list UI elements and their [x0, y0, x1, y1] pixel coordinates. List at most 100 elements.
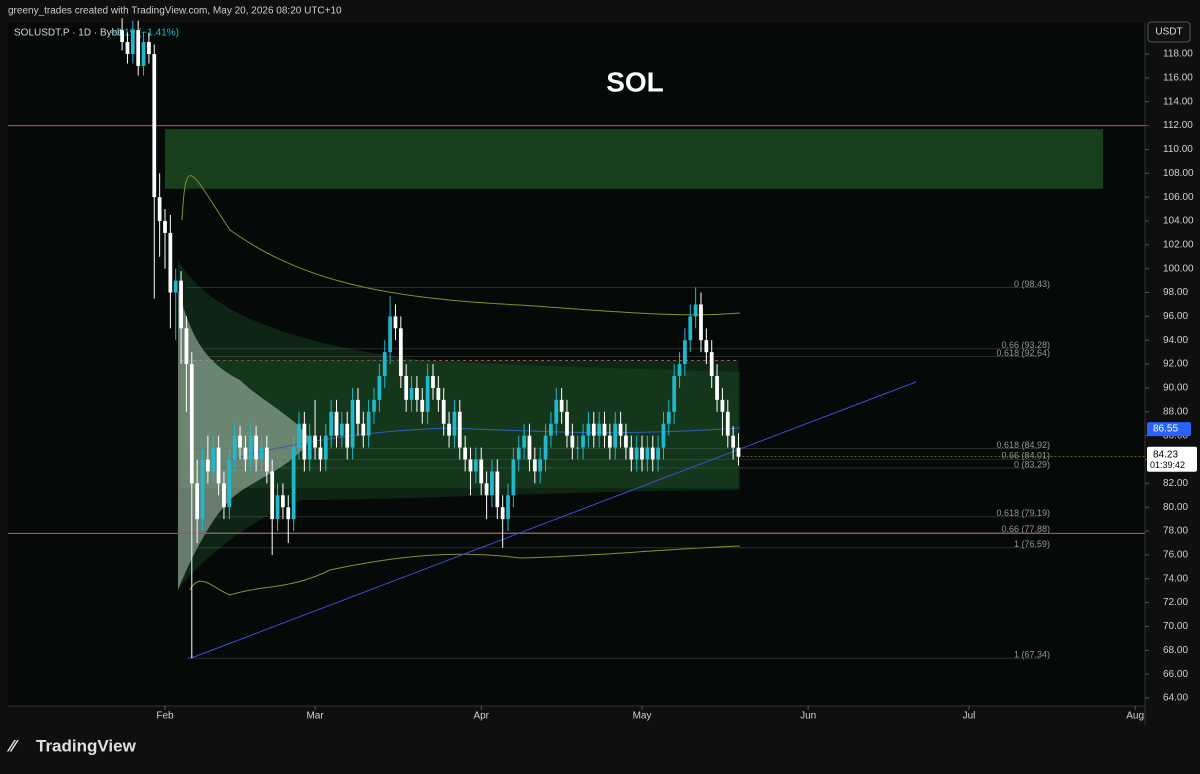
candle-body: [184, 328, 189, 365]
candle-body: [163, 220, 167, 233]
ma-price-label: 86.55: [1153, 424, 1178, 435]
candle-body: [211, 447, 216, 472]
candle-body: [506, 495, 510, 520]
candle-body: [591, 423, 596, 436]
candle-body: [479, 459, 484, 484]
y-tick-label: 90.00: [1163, 383, 1188, 394]
candle-body: [136, 30, 141, 66]
candle-body: [597, 423, 602, 436]
candle-body: [361, 423, 366, 436]
candle-body: [516, 447, 521, 460]
fib-label: 0.66 (77.88): [1001, 524, 1050, 534]
candle-body: [388, 316, 392, 353]
candle-body: [436, 387, 441, 400]
candle-body: [661, 423, 666, 448]
fib-label: 1 (76.59): [1014, 539, 1050, 549]
y-tick-label: 102.00: [1163, 239, 1194, 250]
candle-body: [495, 471, 500, 508]
candle-body: [634, 447, 639, 460]
candle-body: [511, 459, 516, 496]
candle-body: [195, 483, 200, 520]
candle-body: [607, 435, 612, 448]
candle-body: [227, 459, 232, 508]
candle-body: [313, 435, 317, 448]
candle-body: [683, 340, 687, 365]
candle-body: [329, 411, 334, 436]
candle-body: [693, 304, 698, 317]
ma-price-box: [1147, 422, 1191, 437]
fib-label: 0.66 (93.28): [1001, 340, 1050, 350]
candle-body: [179, 280, 183, 329]
y-tick-label: 78.00: [1163, 526, 1188, 537]
fib-label: 0.618 (92.64): [996, 348, 1050, 358]
candle-body: [318, 447, 323, 460]
candle-body: [216, 447, 221, 484]
candle-body: [130, 30, 135, 55]
candle-body: [409, 387, 414, 400]
candle-body: [484, 483, 489, 496]
candle-body: [715, 376, 719, 400]
candle-body: [120, 30, 124, 43]
candle-body: [425, 376, 430, 412]
candle-body: [345, 423, 350, 448]
y-tick-label: 66.00: [1163, 669, 1188, 680]
vwap-band: [189, 545, 741, 596]
y-tick-label: 96.00: [1163, 311, 1188, 322]
currency: USDT: [1155, 27, 1182, 38]
candle-body: [452, 411, 457, 436]
x-tick-label: Feb: [156, 711, 174, 722]
y-tick-label: 110.00: [1163, 144, 1193, 155]
candle-body: [372, 399, 376, 412]
candle-body: [522, 435, 526, 448]
y-tick-label: 82.00: [1163, 478, 1188, 489]
fib-label: 0.618 (84.92): [996, 440, 1050, 450]
candle-body: [147, 42, 151, 55]
candle-body: [468, 459, 473, 472]
candle-body: [420, 399, 425, 412]
candle-body: [447, 423, 451, 436]
candle-body: [709, 352, 714, 377]
candle-body: [173, 280, 178, 293]
y-tick-label: 114.00: [1163, 96, 1193, 107]
candle-body: [554, 399, 559, 424]
currency-box: [1147, 21, 1191, 43]
footer-logo-mark: ⁄⁄: [6, 736, 19, 755]
chart-title: SOL: [606, 66, 664, 97]
candle-body: [725, 411, 730, 436]
y-tick-label: 106.00: [1163, 192, 1194, 203]
y-tick-label: 76.00: [1163, 550, 1188, 561]
candle-body: [222, 483, 226, 508]
candle-body: [736, 447, 741, 457]
candle-body: [640, 447, 644, 460]
change: −1.19 (−1.41%): [110, 28, 179, 39]
candle-body: [650, 447, 655, 460]
candle-body: [152, 54, 157, 198]
candle-body: [699, 304, 703, 341]
candle-body: [157, 197, 162, 221]
y-tick-label: 98.00: [1163, 287, 1188, 298]
supply-zone: [164, 129, 1104, 189]
candle-body: [677, 364, 682, 377]
fib-label: 0.618 (79.19): [996, 508, 1050, 518]
candle-body: [570, 435, 575, 448]
candle-body: [538, 459, 543, 472]
candle-body: [549, 423, 553, 436]
fib-label: 0.66 (84.01): [1001, 451, 1050, 461]
candle-body: [291, 447, 296, 520]
x-tick-label: Aug: [1126, 711, 1144, 722]
candle-body: [264, 447, 269, 472]
candle-body: [532, 459, 537, 472]
candle-body: [205, 459, 210, 472]
candle-body: [559, 399, 564, 412]
candle-body: [307, 435, 312, 460]
candle-body: [168, 232, 173, 293]
y-tick-label: 112.00: [1163, 120, 1193, 131]
candle-body: [473, 459, 478, 472]
candle-body: [141, 42, 146, 66]
candle-body: [286, 507, 291, 520]
candle-body: [281, 495, 285, 508]
candle-body: [356, 399, 360, 424]
candle-body: [275, 495, 280, 520]
y-tick-label: 74.00: [1163, 573, 1188, 584]
y-tick-label: 104.00: [1163, 216, 1194, 227]
